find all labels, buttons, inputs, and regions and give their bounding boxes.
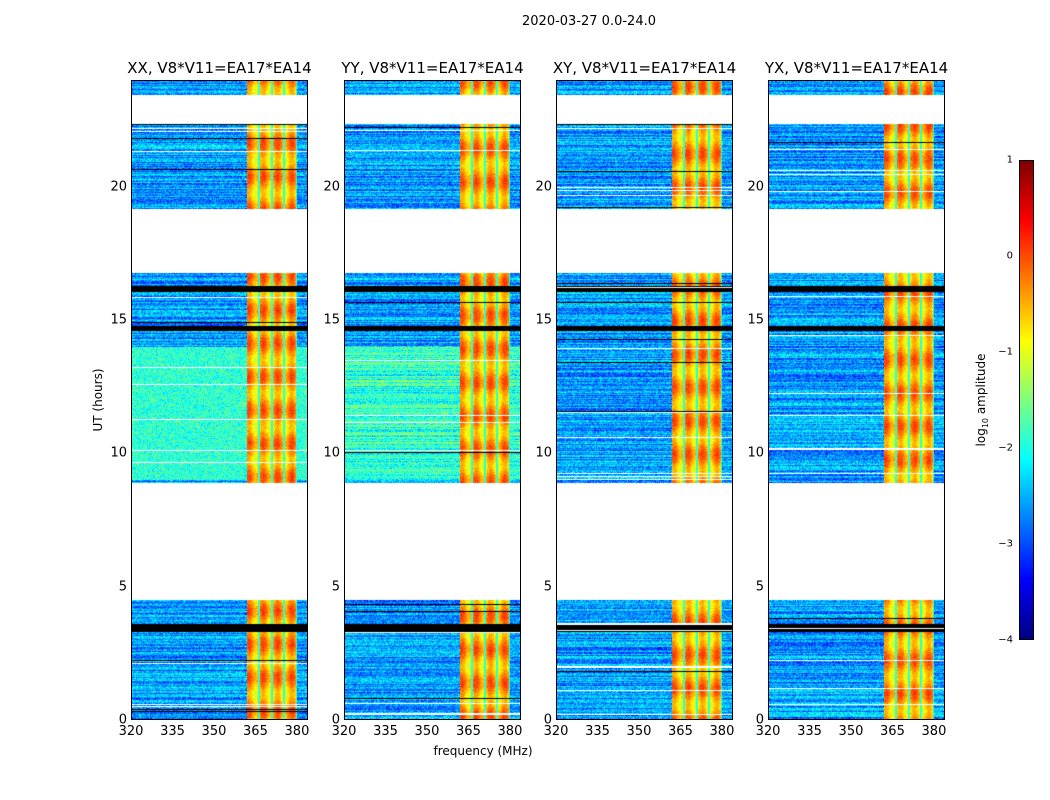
x-tick-label: 350: [414, 724, 440, 739]
x-tick-label: 380: [709, 724, 735, 739]
x-tick-label: 335: [585, 724, 610, 739]
x-tick-label: 350: [201, 724, 227, 739]
colorbar-tick-label: −2: [998, 442, 1013, 454]
colorbar-tick-label: −1: [998, 346, 1013, 358]
panel-title: XY, V8*V11=EA17*EA14: [552, 59, 737, 77]
colorbar-label: log10 amplitude: [973, 353, 991, 447]
y-tick-label: 20: [110, 179, 127, 195]
x-tick-label: 320: [755, 724, 781, 739]
x-tick-label: 350: [626, 724, 652, 739]
y-tick-label: 0: [118, 712, 127, 728]
y-tick-label: 0: [543, 712, 552, 728]
x-tick-label: 380: [497, 724, 523, 739]
heatmap-panel: [131, 80, 308, 720]
y-tick-label: 20: [323, 179, 340, 195]
colorbar-tick-label: −3: [998, 538, 1013, 550]
panel-title: YX, V8*V11=EA17*EA14: [764, 59, 949, 77]
y-tick-label: 20: [535, 179, 552, 195]
x-tick-label: 380: [284, 724, 310, 739]
y-tick-label: 0: [331, 712, 340, 728]
heatmap-panel: [556, 80, 733, 720]
heatmap-panel: [768, 80, 945, 720]
y-tick-label: 5: [118, 579, 127, 595]
figure-title: 2020-03-27 0.0-24.0: [522, 14, 656, 29]
panel-title: YY, V8*V11=EA17*EA14: [341, 59, 524, 77]
x-axis-label: frequency (MHz): [433, 744, 533, 758]
y-tick-label: 15: [747, 312, 764, 328]
x-tick-label: 335: [373, 724, 398, 739]
x-tick-label: 365: [668, 724, 693, 739]
x-tick-label: 365: [880, 724, 905, 739]
x-tick-label: 380: [921, 724, 947, 739]
colorbar-tick-label: 1: [1006, 154, 1013, 166]
y-tick-label: 15: [323, 312, 340, 328]
y-tick-label: 5: [331, 579, 340, 595]
heatmap-cells: [557, 81, 732, 719]
y-tick-label: 5: [543, 579, 552, 595]
y-tick-label: 20: [747, 179, 764, 195]
y-tick-label: 10: [323, 445, 340, 461]
y-tick-label: 10: [535, 445, 552, 461]
y-tick-label: 10: [110, 445, 127, 461]
heatmap-panel: [344, 80, 521, 720]
y-tick-label: 0: [755, 712, 764, 728]
colorbar-tick-label: −4: [998, 634, 1013, 646]
heatmap-cells: [132, 81, 307, 719]
y-tick-label: 15: [535, 312, 552, 328]
y-tick-label: 15: [110, 312, 127, 328]
x-tick-label: 320: [331, 724, 357, 739]
x-tick-label: 365: [456, 724, 481, 739]
x-tick-label: 320: [118, 724, 144, 739]
y-tick-label: 10: [747, 445, 764, 461]
x-tick-label: 320: [543, 724, 569, 739]
y-tick-label: 5: [755, 579, 764, 595]
x-tick-label: 335: [160, 724, 185, 739]
colorbar-tick-label: 0: [1006, 250, 1013, 262]
heatmap-cells: [345, 81, 520, 719]
colorbar-gradient: [1020, 161, 1033, 639]
x-tick-label: 350: [838, 724, 864, 739]
heatmap-cells: [769, 81, 944, 719]
y-axis-label: UT (hours): [91, 368, 105, 432]
x-tick-label: 335: [797, 724, 822, 739]
colorbar: [1019, 160, 1034, 640]
panel-title: XX, V8*V11=EA17*EA14: [127, 59, 312, 77]
x-tick-label: 365: [243, 724, 268, 739]
